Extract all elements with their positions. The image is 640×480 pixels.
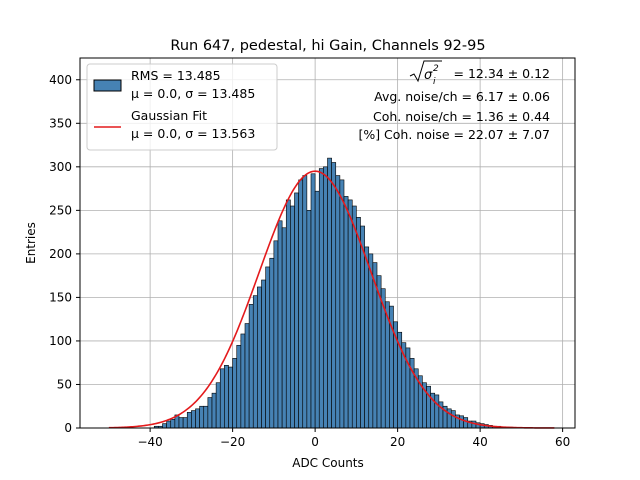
histogram-bar xyxy=(215,382,221,429)
x-axis-ticks: −40 −20 0 20 40 60 xyxy=(137,428,570,449)
histogram-bar xyxy=(265,266,271,429)
histogram-bar xyxy=(463,417,469,429)
y-tick-label-2: 100 xyxy=(49,334,72,348)
histogram-bar xyxy=(323,166,328,429)
histogram-bar xyxy=(347,199,353,429)
histogram-bar xyxy=(450,410,456,429)
histogram-bar xyxy=(327,157,332,429)
legend-histogram-label-line1: RMS = 13.485 xyxy=(131,68,221,83)
legend-histogram-swatch xyxy=(93,79,122,92)
histogram-bar xyxy=(191,410,196,429)
histogram-bar xyxy=(302,175,308,429)
histogram-bar xyxy=(195,408,200,429)
histogram-bar xyxy=(368,253,374,429)
histogram-bar xyxy=(162,423,167,429)
x-tick-label-3: 20 xyxy=(390,435,405,449)
sqrt-sigma-symbol: σ 2 i xyxy=(409,60,442,87)
histogram-bar xyxy=(261,279,266,429)
x-tick-label-5: 60 xyxy=(555,435,570,449)
histogram-bar xyxy=(252,295,258,429)
histogram-bar xyxy=(318,168,324,429)
histogram-bar xyxy=(360,225,365,429)
histogram-bar xyxy=(240,333,246,429)
sigma-superscript: 2 xyxy=(433,64,439,74)
y-tick-label-6: 300 xyxy=(49,160,72,174)
histogram-bar xyxy=(186,412,192,429)
legend: RMS = 13.485 μ = 0.0, σ = 13.485 Gaussia… xyxy=(86,63,278,151)
histogram-bar xyxy=(170,418,176,429)
annotation-coh-noise: Coh. noise/ch = 1.36 ± 0.44 xyxy=(373,109,550,124)
histogram-bar xyxy=(310,173,316,429)
histogram-bar xyxy=(281,227,287,429)
histogram-bar xyxy=(351,205,357,429)
histogram-bar xyxy=(178,417,184,429)
histogram-bar xyxy=(257,286,262,429)
y-tick-label-7: 350 xyxy=(49,116,72,130)
histogram-bar xyxy=(343,196,349,429)
histogram-bar xyxy=(166,420,172,429)
histogram-bar xyxy=(228,366,233,429)
histogram-bar xyxy=(277,220,283,429)
y-tick-label-1: 50 xyxy=(57,377,72,391)
histogram-bar xyxy=(273,240,279,429)
histogram-bar xyxy=(211,392,217,429)
histogram-bar xyxy=(236,344,242,429)
annotation-rms-value: = 12.34 ± 0.12 xyxy=(454,66,550,81)
histogram-bar xyxy=(339,179,345,429)
y-tick-label-4: 200 xyxy=(49,247,72,261)
sigma-subscript: i xyxy=(433,77,436,87)
histogram-bar xyxy=(244,323,250,429)
x-axis-label: ADC Counts xyxy=(292,456,364,470)
histogram-bar xyxy=(294,192,299,429)
histogram-bar xyxy=(434,394,440,429)
y-axis-ticks: 0 50 100 150 200 250 300 350 400 xyxy=(49,73,80,435)
histogram-bar xyxy=(224,365,229,429)
legend-box xyxy=(86,63,278,151)
histogram-bar xyxy=(356,217,361,429)
histogram-bar xyxy=(298,179,304,429)
histogram-bar xyxy=(207,397,213,429)
histogram-bar xyxy=(269,257,275,429)
histogram-bar xyxy=(331,162,337,429)
histogram-bar xyxy=(459,415,464,429)
histogram-bar xyxy=(285,199,291,429)
x-tick-label-4: 40 xyxy=(472,435,487,449)
legend-histogram-label-line2: μ = 0.0, σ = 13.485 xyxy=(131,86,255,101)
annotation-coh-noise-percent: [%] Coh. noise = 22.07 ± 7.07 xyxy=(358,127,550,142)
y-tick-label-3: 150 xyxy=(49,290,72,304)
sqrt-radical-icon xyxy=(409,60,442,83)
x-tick-label-0: −40 xyxy=(137,435,162,449)
histogram-bar xyxy=(335,175,341,429)
gaussian-fit-curve xyxy=(108,170,555,429)
histogram-bar xyxy=(232,358,238,429)
noise-annotations: σ 2 i = 12.34 ± 0.12 Avg. noise/ch = 6.1… xyxy=(358,60,550,142)
histogram-bar xyxy=(248,304,254,429)
annotation-avg-noise: Avg. noise/ch = 6.17 ± 0.06 xyxy=(374,89,550,104)
histogram-bar xyxy=(219,368,225,429)
y-tick-label-5: 250 xyxy=(49,203,72,217)
histogram-bar xyxy=(364,246,370,429)
histogram-bar xyxy=(290,205,295,429)
histogram-bar xyxy=(306,210,312,429)
histogram-bar xyxy=(203,405,209,429)
y-axis-label: Entries xyxy=(24,222,38,264)
x-tick-label-1: −20 xyxy=(220,435,245,449)
legend-fit-label-line1: Gaussian Fit xyxy=(131,108,207,123)
plot-frame xyxy=(79,57,576,429)
sigma-symbol: σ xyxy=(424,68,433,83)
y-tick-label-0: 0 xyxy=(64,421,72,435)
legend-fit-label-line2: μ = 0.0, σ = 13.563 xyxy=(131,126,255,141)
y-tick-label-8: 400 xyxy=(49,73,72,87)
histogram-bar xyxy=(199,405,205,429)
x-tick-label-2: 0 xyxy=(311,435,319,449)
histogram-bar xyxy=(182,417,188,429)
chart-title: Run 647, pedestal, hi Gain, Channels 92-… xyxy=(170,38,485,54)
histogram-bar xyxy=(314,190,320,429)
